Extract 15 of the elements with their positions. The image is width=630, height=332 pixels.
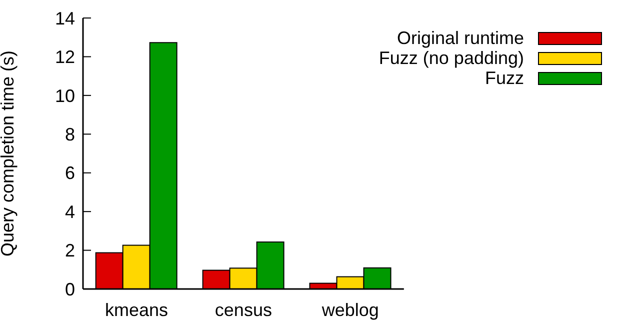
legend-label: Fuzz xyxy=(484,68,524,88)
x-tick-label: kmeans xyxy=(104,300,168,320)
x-tick-label: weblog xyxy=(320,300,379,320)
y-axis-title: Query completion time (s) xyxy=(0,50,18,257)
y-tick-label: 10 xyxy=(54,86,75,106)
y-tick-label: 6 xyxy=(64,163,75,184)
legend-label: Fuzz (no padding) xyxy=(378,48,524,68)
y-tick-label: 14 xyxy=(54,8,75,28)
y-tick-label: 2 xyxy=(64,240,75,261)
legend-label: Original runtime xyxy=(396,28,524,48)
y-tick-label: 0 xyxy=(64,279,75,300)
y-tick-label: 8 xyxy=(64,124,75,145)
x-tick-label: census xyxy=(214,300,272,320)
y-tick-label: 4 xyxy=(64,202,75,222)
y-tick-label: 12 xyxy=(54,47,75,68)
